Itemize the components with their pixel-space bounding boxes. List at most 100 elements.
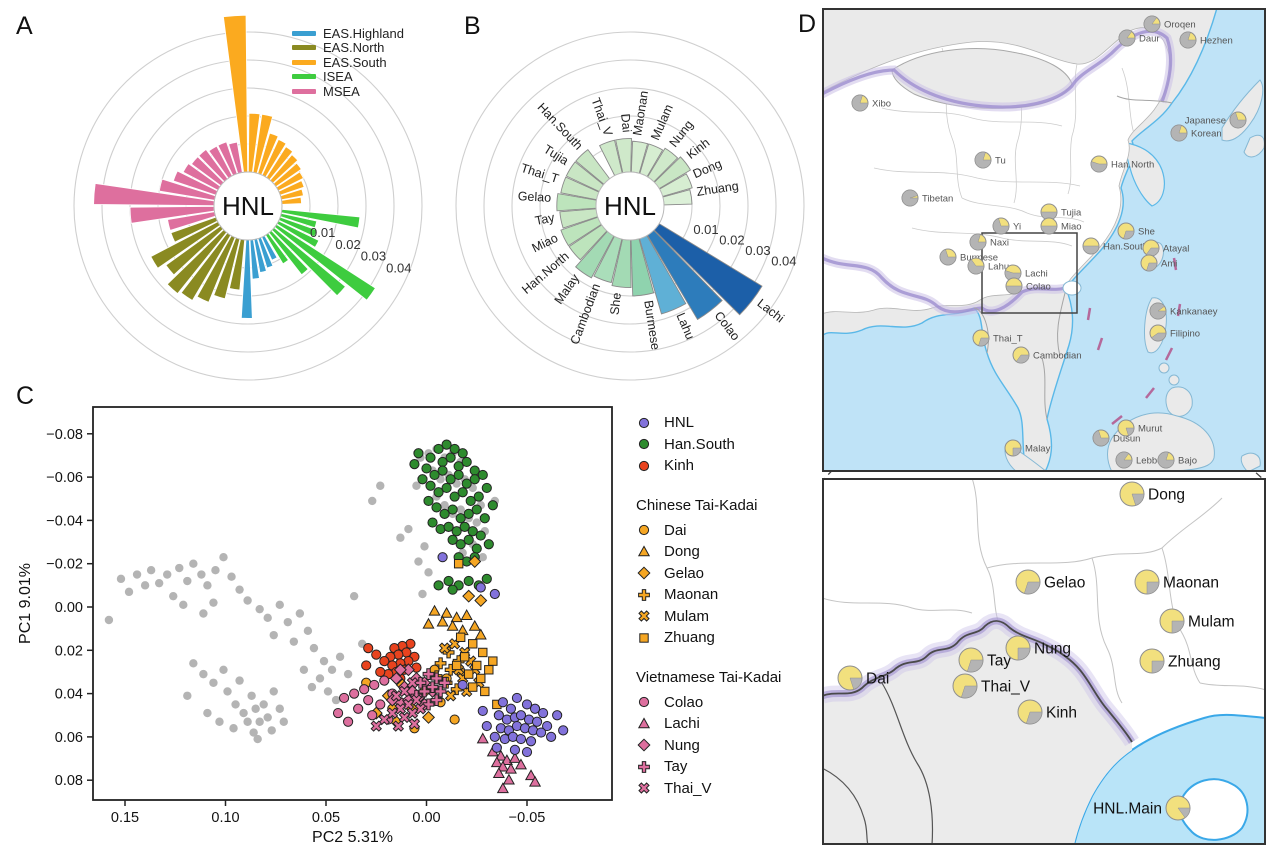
- population-map-label: Malay: [1025, 443, 1051, 454]
- legend-marker-square: [639, 633, 649, 643]
- population-map-label: She: [1138, 226, 1155, 237]
- population-pie-Thai_T: Thai_T: [972, 329, 1023, 347]
- legend-item-Han.South: Han.South: [636, 434, 781, 456]
- population-label-Malay: Malay: [552, 271, 583, 307]
- series-Zhuang: [451, 559, 502, 710]
- legend-label: Nung: [664, 736, 700, 754]
- population-pie-Thai_V: Thai_V: [952, 673, 1031, 699]
- legend-label: Dai: [664, 521, 687, 539]
- legend-group-header: Vietnamese Tai-Kadai: [636, 668, 782, 686]
- population-map-label: Lachi: [1025, 268, 1048, 279]
- population-pie-Kankanaey: Kankanaey: [1149, 302, 1218, 320]
- legend-label: EAS.North: [323, 40, 385, 56]
- population-map-label: Han.South: [1103, 241, 1148, 252]
- korea-peninsula: [1125, 142, 1165, 207]
- population-label-Tay: Tay: [534, 210, 557, 228]
- population-map-label: Tibetan: [922, 193, 953, 204]
- vietnam-region: [822, 620, 1132, 845]
- population-pie-HNL.Main: HNL.Main: [1093, 795, 1191, 821]
- panel-a-chart: HNL 0.010.020.030.04: [73, 14, 423, 381]
- population-map-label: Korean: [1191, 128, 1222, 139]
- radial-axis-tick: 0.02: [335, 237, 360, 252]
- population-map-label: Kankanaey: [1170, 306, 1218, 317]
- panel-label-b: B: [464, 12, 481, 40]
- polar-grid-ring: [539, 115, 721, 297]
- population-pie-Tay: Tay: [958, 647, 1011, 673]
- population-label-Dai: Dai: [618, 113, 634, 133]
- population-label-Miao: Miao: [530, 231, 561, 255]
- population-pies-top: Xibo Oroqen Daur Hezhen Japanese Korean Tu Han.…: [851, 15, 1247, 469]
- legend-group-header: Chinese Tai-Kadai: [636, 496, 758, 514]
- population-map-label: Hezhen: [1200, 35, 1233, 46]
- legend-swatch: [292, 88, 316, 94]
- x-axis-label: PC2 5.31%: [312, 829, 393, 846]
- legend-item-Gelao: Gelao: [636, 563, 781, 585]
- population-pies-bottom: Dong Gelao Maonan Mulam Zhuang Dai Tay Nung Thai…: [837, 481, 1235, 821]
- series-HNL: [437, 552, 569, 758]
- radial-axis-tick: 0.01: [310, 225, 335, 240]
- y-tick-label: −0.04: [46, 513, 83, 529]
- population-map-label: Tay: [987, 653, 1011, 670]
- population-label-Thai_T: Thai_T: [519, 161, 561, 186]
- legend-label: MSEA: [323, 83, 360, 99]
- y-tick-label: −0.02: [46, 557, 83, 573]
- legend-marker-plus: [638, 760, 650, 773]
- population-map-label: Ami: [1161, 258, 1177, 269]
- map-east-asia: Xibo Oroqen Daur Hezhen Japanese Korean Tu Han.…: [822, 8, 1266, 472]
- population-map-label: Zhuang: [1168, 654, 1221, 671]
- legend-label: Kinh: [664, 457, 695, 475]
- population-label-Colao: Colao: [712, 309, 743, 343]
- legend-marker-circle: [638, 439, 650, 450]
- population-map-label: Thai_T: [993, 333, 1023, 344]
- x-tick-label: −0.05: [509, 810, 546, 826]
- legend-marker-cross: [638, 610, 650, 622]
- y-tick-label: −0.06: [46, 470, 83, 486]
- legend-label: ISEA: [323, 69, 353, 85]
- population-map-label: Cambodian: [1033, 350, 1082, 361]
- legend-label: HNL: [664, 414, 695, 432]
- population-map-label: Tu: [995, 155, 1006, 166]
- panel-a-legend: EAS.Highland EAS.North EAS.South ISEA MSEA: [292, 26, 404, 99]
- center-label: HNL: [222, 191, 274, 221]
- province-borders-zoom: [822, 478, 1266, 704]
- x-tick-label: 0.15: [111, 810, 139, 826]
- population-label-Zhuang: Zhuang: [696, 179, 740, 199]
- hainan-island: [1062, 280, 1082, 296]
- series-Thai_V: [370, 677, 427, 732]
- polar-grid-ring: [455, 31, 805, 381]
- legend-marker-diamond: [637, 566, 651, 580]
- series-background: [104, 444, 500, 744]
- radial-axis-tick: 0.04: [771, 253, 796, 268]
- population-label-Lachi: Lachi: [755, 296, 787, 325]
- y-tick-label: 0.00: [55, 600, 83, 616]
- population-map-label: Burmese: [960, 252, 998, 263]
- population-map-label: Nung: [1034, 641, 1071, 658]
- polar-grid-ring: [483, 59, 777, 353]
- population-pie-Xibo: Xibo: [851, 94, 891, 112]
- legend-label: Dong: [664, 543, 700, 561]
- legend-item-Thai_V: Thai_V: [636, 778, 781, 800]
- china-border-highlight: [822, 26, 1176, 317]
- population-pie-Daur: Daur: [1118, 29, 1160, 47]
- population-map-label: Lahu: [988, 261, 1009, 272]
- legend-label: EAS.South: [323, 54, 387, 70]
- legend-item-MSEA: MSEA: [292, 84, 404, 99]
- population-map-label: Xibo: [872, 98, 891, 109]
- population-label-Tujia: Tujia: [541, 142, 571, 168]
- population-pie-Atayal: Atayal: [1142, 239, 1189, 257]
- legend-item-Dong: Dong: [636, 541, 781, 563]
- population-map-label: Japanese: [1185, 115, 1226, 126]
- y-tick-label: 0.04: [55, 687, 83, 703]
- population-map-label: Dong: [1148, 487, 1185, 504]
- population-pie-Tu: Tu: [974, 151, 1006, 169]
- legend-item-EAS.North: EAS.North: [292, 40, 404, 56]
- population-pie-Zhuang: Zhuang: [1139, 648, 1221, 674]
- series-Han.South: [409, 439, 498, 595]
- population-map-label: Naxi: [990, 237, 1009, 248]
- population-pie-Lebbo: Lebbo: [1115, 451, 1162, 469]
- population-map-label: Bajo: [1178, 455, 1197, 466]
- population-pie-Han.North: Han.North: [1090, 155, 1154, 173]
- legend-item-Kinh: Kinh: [636, 455, 781, 477]
